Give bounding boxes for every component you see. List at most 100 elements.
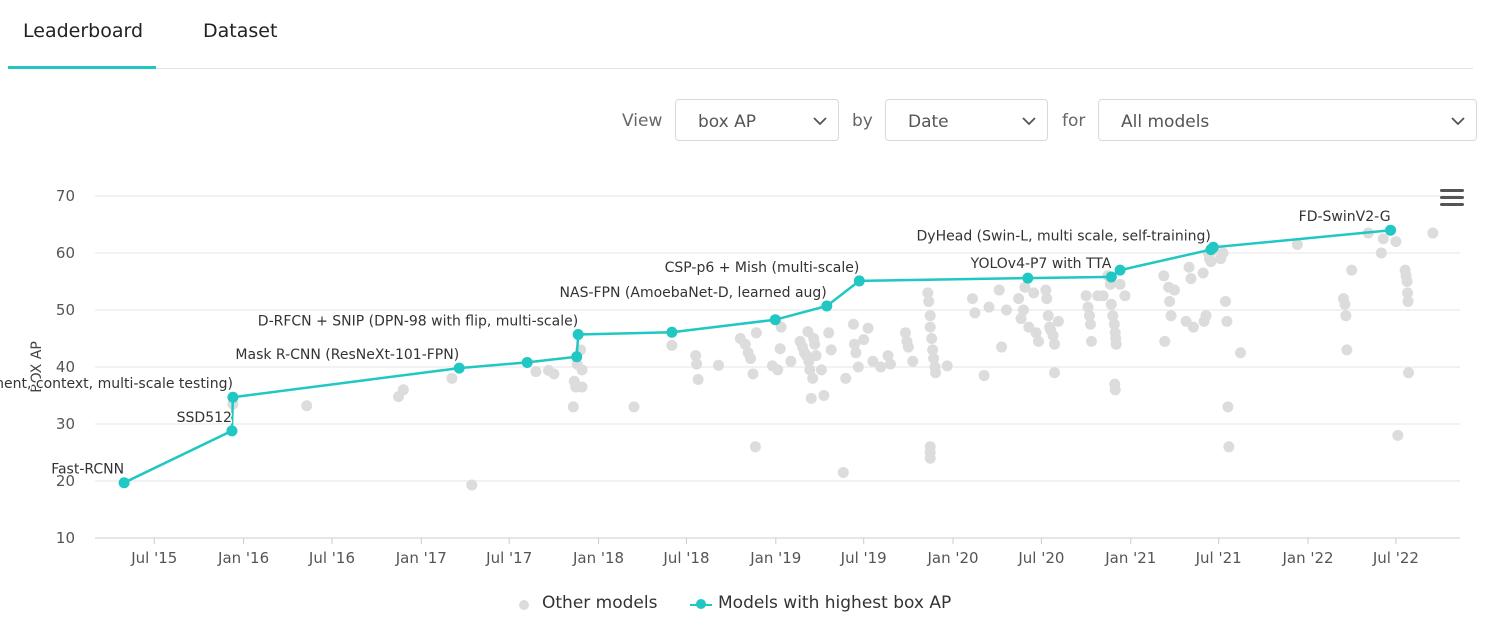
xaxis-select-value: Date: [908, 112, 949, 132]
other-model-point: [818, 390, 830, 401]
other-model-point: [978, 370, 990, 382]
other-model-point: [804, 364, 816, 376]
x-tick-label: Jan '21: [1104, 549, 1156, 567]
other-model-point: [1390, 236, 1402, 248]
sota-point: [1385, 224, 1397, 236]
other-model-point: [775, 321, 787, 333]
other-model-point: [815, 364, 827, 376]
tab-leaderboard[interactable]: Leaderboard: [23, 20, 144, 42]
chevron-down-icon: [1451, 117, 1465, 126]
sota-point-label: DyHead (Swin-L, multi scale, self-traini…: [917, 229, 1211, 245]
other-model-point: [1085, 335, 1097, 347]
other-model-point: [692, 374, 704, 386]
model-filter-select[interactable]: All models: [1098, 99, 1477, 141]
other-model-point: [666, 339, 678, 351]
metric-select[interactable]: box AP: [675, 99, 839, 141]
other-model-point: [1219, 295, 1231, 307]
other-model-point: [1017, 304, 1029, 316]
x-tick-label: Jul '19: [840, 549, 887, 567]
other-model-point: [983, 301, 995, 313]
sota-point-label: NAS-FPN (AmoebaNet-D, learned aug): [560, 285, 827, 301]
other-model-point: [924, 321, 936, 333]
sota-point: [226, 425, 238, 437]
other-model-point: [1185, 273, 1197, 285]
other-model-point: [926, 333, 938, 344]
other-model-point: [1083, 310, 1095, 322]
sota-point-label: CSP-p6 + Mish (multi-scale): [665, 260, 860, 276]
x-tick-label: Jul '20: [1017, 549, 1064, 567]
tab-dataset[interactable]: Dataset: [203, 20, 278, 42]
y-tick-label: 50: [56, 301, 75, 319]
other-model-point: [1340, 310, 1352, 322]
sota-point-label: Fast-RCNN: [51, 462, 124, 478]
other-model-point: [1187, 321, 1199, 333]
menu-icon[interactable]: [1440, 189, 1464, 207]
other-model-point: [1402, 287, 1414, 299]
other-model-point: [548, 368, 560, 380]
sota-point: [1105, 271, 1117, 283]
sota-point: [453, 362, 465, 374]
other-model-point: [996, 341, 1008, 353]
x-tick-label: Jan '22: [1281, 549, 1333, 567]
other-model-point: [1097, 290, 1109, 302]
other-model-point: [1427, 227, 1439, 239]
by-label: by: [852, 111, 873, 131]
xaxis-select[interactable]: Date: [885, 99, 1048, 141]
other-model-point: [1165, 310, 1177, 322]
sota-point: [769, 314, 781, 326]
sota-point-label: FD-SwinV2-G: [1299, 209, 1391, 225]
other-model-point: [966, 293, 978, 305]
other-model-point: [1339, 298, 1351, 310]
other-model-point: [1052, 315, 1064, 327]
other-model-point: [1158, 270, 1170, 282]
x-tick-label: Jul '22: [1372, 549, 1419, 567]
other-model-point: [928, 352, 940, 364]
other-model-point: [924, 310, 936, 322]
other-model-point: [1401, 276, 1413, 287]
sota-point-label: Faster R-CNN (box refinement, context, m…: [0, 376, 233, 392]
other-model-point: [739, 338, 751, 350]
other-model-point: [628, 401, 640, 413]
other-model-point: [691, 358, 703, 370]
other-model-point: [1107, 310, 1119, 322]
y-tick-label: 40: [56, 358, 75, 376]
other-model-point: [772, 364, 784, 376]
other-model-point: [1346, 264, 1358, 276]
legend-item-sota[interactable]: Models with highest box AP: [718, 593, 952, 613]
chevron-down-icon: [1022, 117, 1036, 126]
sota-point: [821, 300, 833, 312]
sota-point-label: SSD512: [177, 410, 232, 426]
chevron-down-icon: [813, 117, 827, 126]
other-model-point: [1341, 344, 1353, 356]
view-label: View: [622, 111, 663, 131]
other-model-point: [530, 366, 542, 378]
sota-point: [1022, 272, 1034, 284]
other-model-point: [1110, 338, 1122, 350]
other-model-point: [567, 401, 579, 413]
other-model-point: [1375, 247, 1387, 259]
other-model-point: [862, 322, 874, 334]
legend-item-other[interactable]: Other models: [542, 593, 658, 613]
other-model-point: [1080, 290, 1092, 302]
leaderboard-chart: 10 20 30 40 50 60 70 Jul '15 Jan '16 Jul '16 Jan '…: [0, 187, 1460, 567]
other-model-point: [927, 344, 939, 356]
other-model-point: [1108, 318, 1120, 330]
other-model-point: [825, 344, 837, 356]
sota-point: [1207, 241, 1219, 253]
other-model-point: [924, 452, 936, 464]
other-model-point: [1183, 261, 1195, 273]
metric-select-value: box AP: [698, 112, 757, 132]
other-model-point: [848, 338, 860, 350]
x-tick-label: Jul '16: [308, 549, 355, 567]
other-model-point: [1223, 441, 1235, 453]
sota-point: [572, 329, 584, 341]
other-model-point: [1392, 429, 1404, 441]
sota-point: [118, 477, 130, 489]
other-model-point: [858, 334, 870, 346]
active-tab-indicator: [8, 66, 156, 69]
other-model-point: [1291, 238, 1303, 250]
other-model-point: [1222, 401, 1234, 413]
sota-point: [666, 326, 678, 338]
other-model-point: [1235, 347, 1247, 359]
other-model-point: [1114, 278, 1126, 290]
